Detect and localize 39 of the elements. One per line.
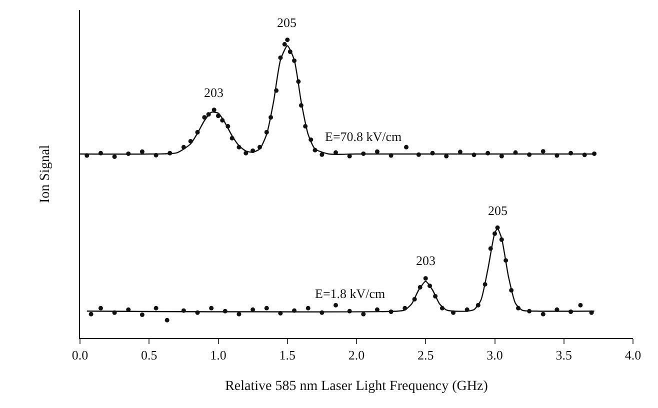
point	[154, 306, 158, 310]
point	[264, 306, 269, 310]
point	[164, 318, 170, 322]
x-axis-title: Relative 585 nm Laser Light Frequency (GHz)	[225, 379, 488, 394]
point	[361, 312, 366, 316]
y-axis-title: Ion Signal	[38, 144, 53, 203]
point	[540, 149, 546, 154]
point	[320, 152, 324, 157]
point	[209, 306, 214, 310]
point	[404, 144, 409, 150]
x-tick-label: 1.5	[279, 348, 296, 363]
point	[374, 149, 380, 154]
point	[88, 312, 94, 316]
x-tick-label: 1.0	[210, 348, 226, 363]
annotation: 203	[204, 85, 224, 100]
x-tick-label: 3.0	[486, 348, 503, 363]
x-tick-label: 0.0	[72, 348, 88, 363]
annotation: E=70.8 kV/cm	[325, 129, 402, 144]
point	[212, 108, 216, 112]
x-tick-label: 0.5	[141, 348, 158, 363]
annotation: 205	[277, 15, 296, 30]
point	[306, 306, 310, 310]
x-tick-label: 3.5	[556, 348, 572, 363]
point	[140, 312, 144, 317]
point	[334, 302, 338, 308]
point	[282, 42, 287, 47]
x-tick-label: 4.0	[624, 348, 642, 363]
point	[540, 312, 546, 316]
x-tick-label: 2.5	[418, 348, 434, 363]
annotation: 203	[416, 253, 436, 268]
point	[112, 154, 117, 159]
x-tick-label: 2.0	[348, 348, 365, 363]
point	[98, 306, 103, 310]
point	[140, 149, 144, 154]
point	[423, 276, 428, 281]
point	[285, 38, 290, 42]
annotation: E=1.8 kV/cm	[315, 286, 386, 301]
point	[578, 302, 583, 308]
annotation: 205	[488, 203, 508, 218]
